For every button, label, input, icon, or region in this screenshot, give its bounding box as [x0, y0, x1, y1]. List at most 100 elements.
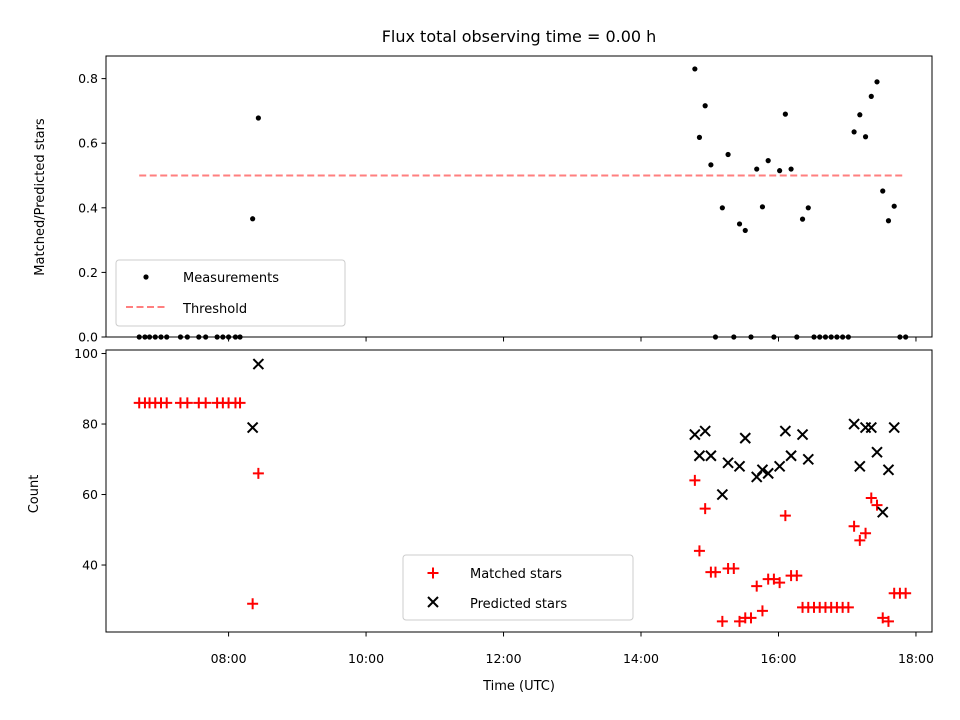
matched-star-point — [871, 499, 883, 511]
predicted-star-point — [252, 358, 265, 370]
y-tick-label: 40 — [82, 558, 98, 573]
predicted-star-point — [693, 450, 706, 462]
predicted-star-point — [877, 506, 889, 518]
matched-star-point — [842, 601, 854, 613]
measurement-point — [765, 158, 771, 164]
matched-star-point — [860, 527, 872, 539]
measurement-point — [851, 129, 857, 135]
measurement-point — [742, 227, 748, 234]
y-axis-label-bottom: Count — [27, 475, 42, 514]
matched-star-point — [865, 492, 877, 504]
measurement-point — [692, 66, 698, 72]
measurement-point — [708, 162, 714, 168]
predicted-star-point — [854, 460, 866, 473]
matched-star-point — [181, 397, 193, 409]
predicted-star-point — [756, 464, 769, 476]
y-axis-label-top: Matched/Predicted stars — [33, 118, 48, 276]
count-plot-area — [133, 358, 912, 627]
x-tick-label: 08:00 — [211, 651, 247, 666]
count-legend: Matched stars Predicted stars — [402, 554, 634, 621]
predicted-star-point — [785, 450, 797, 462]
measurement-point — [696, 134, 703, 140]
predicted-star-point — [246, 421, 259, 434]
predicted-star-point — [796, 428, 809, 441]
legend-marker-predicted — [427, 596, 439, 608]
y-tick-label: 0.8 — [78, 71, 98, 86]
predicted-star-point — [882, 464, 895, 476]
measurement-point — [250, 216, 256, 222]
axes-frame — [105, 55, 933, 338]
y-tick-label: 80 — [82, 417, 98, 432]
measurement-point — [788, 166, 794, 172]
y-tick-label: 0.0 — [78, 330, 98, 345]
legend-box — [402, 554, 634, 621]
ratio-panel: Flux total observing time = 0.00 h Match… — [33, 27, 933, 345]
y-tick-label: 0.6 — [78, 136, 98, 151]
legend-marker-matched — [427, 567, 439, 579]
matched-star-point — [234, 397, 246, 409]
legend-box — [115, 259, 346, 327]
measurement-point — [857, 112, 863, 118]
ratio-plot-area — [136, 66, 909, 340]
matched-star-point — [716, 615, 728, 627]
measurement-point — [719, 205, 725, 211]
x-tick-label: 14:00 — [623, 651, 659, 666]
matched-star-point — [854, 534, 866, 546]
x-tick-label: 16:00 — [760, 651, 796, 666]
matched-star-point — [900, 587, 912, 599]
legend-label-threshold: Threshold — [182, 302, 247, 317]
measurement-point — [885, 218, 892, 224]
measurement-point — [891, 203, 897, 209]
matched-star-point — [247, 598, 259, 610]
series-predicted-stars — [246, 358, 900, 518]
predicted-star-point — [716, 488, 729, 501]
predicted-star-point — [779, 425, 792, 437]
matched-star-point — [882, 615, 894, 627]
predicted-star-point — [722, 457, 734, 469]
matched-star-point — [728, 563, 740, 575]
ratio-axes: 0.0 0.2 0.4 0.6 0.8 — [78, 55, 933, 345]
matched-star-point — [200, 397, 212, 409]
chart-title: Flux total observing time = 0.00 h — [382, 27, 657, 46]
matched-star-point — [693, 545, 705, 557]
matched-star-point — [791, 570, 803, 582]
matched-star-point — [689, 474, 701, 486]
measurement-point — [805, 205, 811, 211]
legend-label-predicted: Predicted stars — [470, 597, 567, 612]
matched-star-point — [709, 566, 721, 578]
matched-star-point — [161, 397, 173, 409]
measurement-point — [868, 93, 874, 99]
measurement-point — [862, 134, 869, 140]
predicted-star-point — [705, 450, 717, 462]
predicted-star-point — [739, 432, 751, 444]
matched-star-point — [768, 573, 780, 585]
measurement-point — [754, 166, 760, 172]
x-tick-label: 12:00 — [486, 651, 522, 666]
matched-star-point — [699, 503, 711, 515]
y-tick-label: 100 — [74, 346, 98, 361]
series-matched-stars — [133, 397, 912, 627]
measurement-point — [725, 151, 731, 158]
y-tick-label: 60 — [82, 487, 98, 502]
predicted-star-point — [848, 418, 860, 430]
predicted-star-point — [762, 467, 774, 480]
x-tick-label: 18:00 — [898, 651, 934, 666]
legend-marker-measurements — [143, 274, 149, 280]
matched-star-point — [848, 520, 860, 532]
y-tick-label: 0.2 — [78, 265, 98, 280]
measurement-point — [759, 204, 766, 210]
x-tick-label: 10:00 — [348, 651, 384, 666]
matched-star-point — [751, 580, 763, 592]
measurement-point — [702, 103, 708, 109]
count-axes: 40 60 80 100 08:00 10:00 12:00 14:00 16:00 18:00 — [74, 346, 934, 666]
measurement-point — [255, 115, 261, 121]
measurement-point — [782, 111, 788, 117]
measurement-point — [874, 79, 880, 85]
legend-label-measurements: Measurements — [183, 271, 279, 286]
matched-star-point — [774, 577, 786, 589]
measurement-point — [799, 216, 806, 222]
measurement-point — [736, 221, 743, 227]
predicted-star-point — [871, 446, 883, 458]
matched-star-point — [756, 605, 768, 617]
